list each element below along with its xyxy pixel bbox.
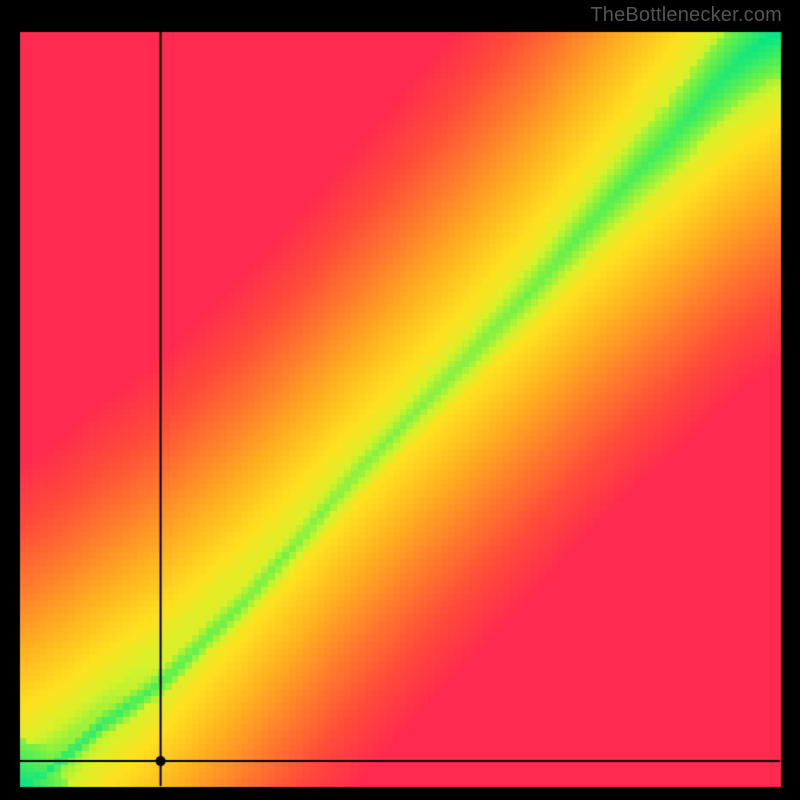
chart-container: TheBottlenecker.com xyxy=(0,0,800,800)
bottleneck-heatmap-canvas xyxy=(0,0,800,800)
watermark-text: TheBottlenecker.com xyxy=(590,4,782,27)
